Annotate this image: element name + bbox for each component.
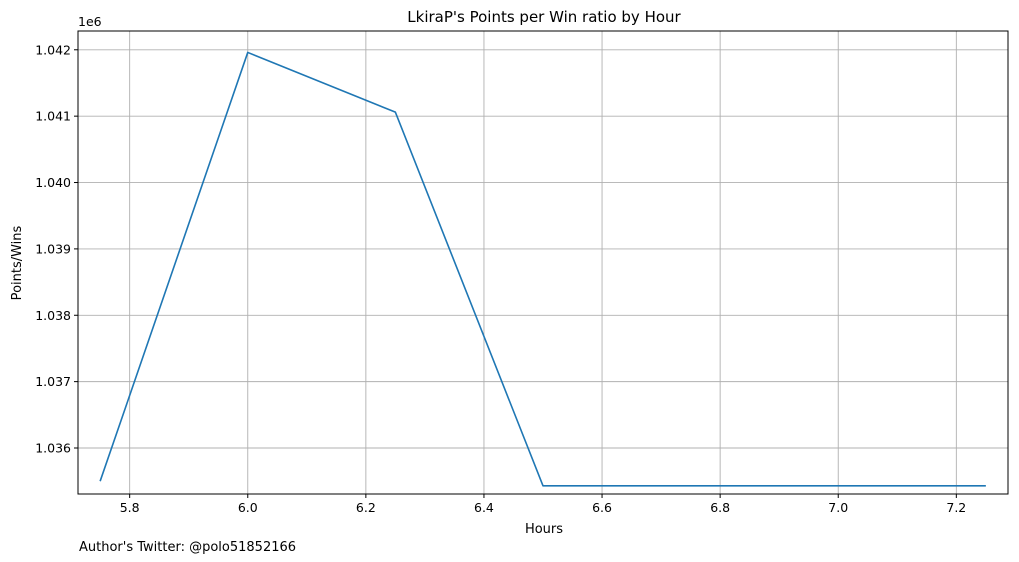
y-tick-label: 1.036: [35, 441, 71, 456]
x-axis: 5.8 6.0 6.2 6.4 6.6 6.8 7.0 7.2: [120, 494, 966, 515]
x-tick-label: 5.8: [120, 500, 140, 515]
y-tick-label: 1.037: [35, 374, 71, 389]
y-tick-label: 1.042: [35, 42, 71, 57]
y-tick-label: 1.039: [35, 241, 71, 256]
chart-title: LkiraP's Points per Win ratio by Hour: [407, 8, 681, 26]
x-tick-label: 6.4: [474, 500, 494, 515]
x-tick-label: 6.2: [356, 500, 376, 515]
x-tick-label: 7.0: [828, 500, 848, 515]
y-tick-label: 1.038: [35, 308, 71, 323]
x-tick-label: 6.6: [592, 500, 612, 515]
series-line: [99, 51, 986, 487]
series-layer: [99, 51, 986, 487]
grid: [78, 31, 1008, 494]
y-tick-label: 1.041: [35, 109, 71, 124]
y-axis-label: Points/Wins: [10, 225, 25, 300]
y-tick-label: 1.040: [35, 175, 71, 190]
x-tick-label: 7.2: [946, 500, 966, 515]
y-axis: 1.036 1.037 1.038 1.039 1.040 1.041 1.042: [35, 42, 78, 456]
y-offset-text: 1e6: [78, 14, 102, 29]
x-axis-label: Hours: [525, 522, 563, 537]
author-footer: Author's Twitter: @polo51852166: [79, 540, 296, 555]
x-tick-label: 6.0: [238, 500, 258, 515]
plot-frame: [77, 30, 1009, 495]
x-tick-label: 6.8: [710, 500, 730, 515]
